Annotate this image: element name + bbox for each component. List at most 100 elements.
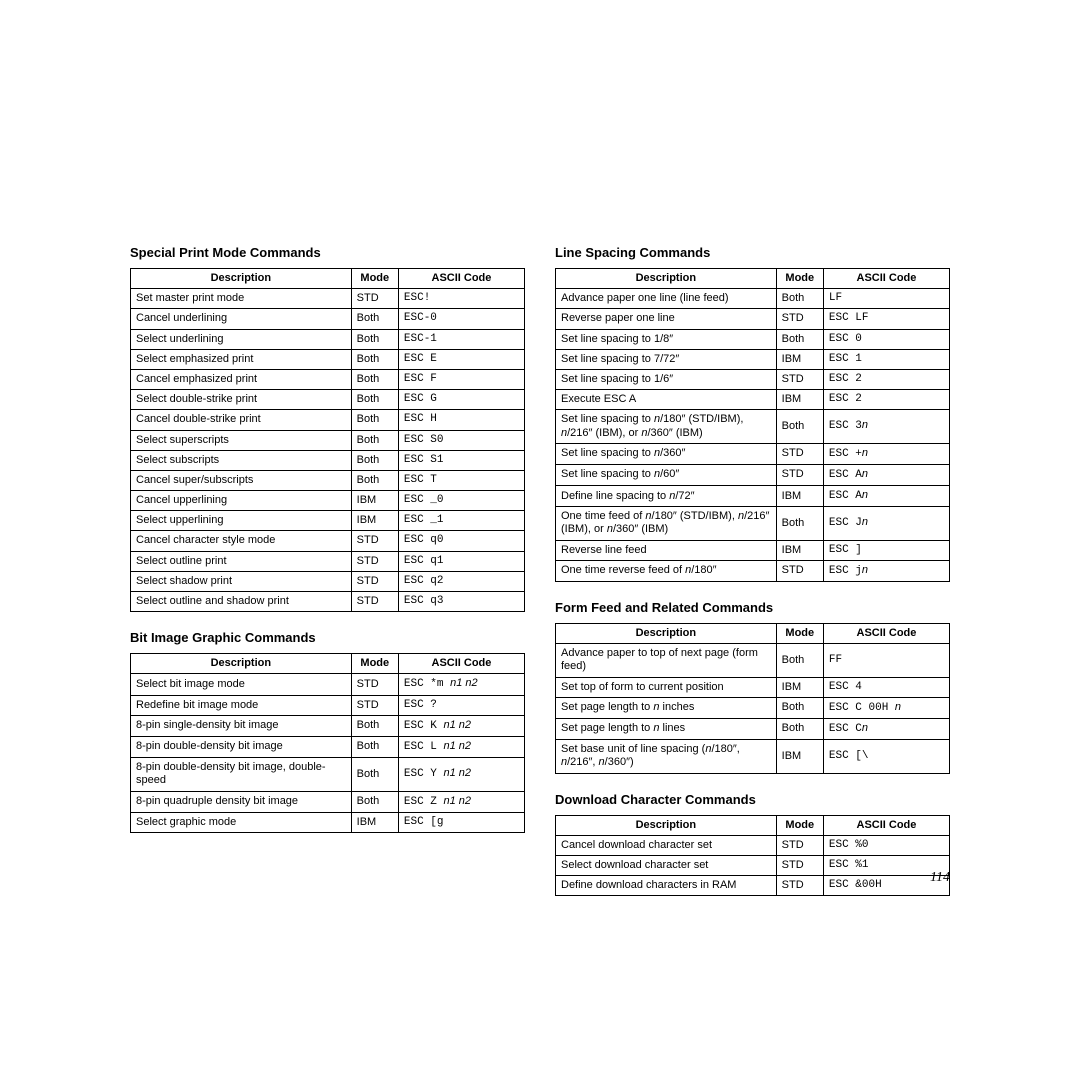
cell-description: Cancel character style mode bbox=[131, 531, 352, 551]
cell-ascii-code: ESC C 00H n bbox=[823, 697, 949, 718]
table-row: Cancel underliningBothESC-0 bbox=[131, 309, 525, 329]
cell-mode: Both bbox=[351, 450, 398, 470]
cell-ascii-code: ESC [\ bbox=[823, 740, 949, 773]
cell-mode: STD bbox=[351, 551, 398, 571]
table-row: Cancel upperliningIBMESC _0 bbox=[131, 491, 525, 511]
cell-mode: Both bbox=[351, 430, 398, 450]
table-row: Advance paper one line (line feed)BothLF bbox=[556, 289, 950, 309]
cell-mode: Both bbox=[351, 349, 398, 369]
table-row: Define line spacing to n/72″IBMESC An bbox=[556, 486, 950, 507]
cell-description: 8-pin single-density bit image bbox=[131, 715, 352, 736]
table-row: 8-pin double-density bit image, double-s… bbox=[131, 758, 525, 791]
cell-ascii-code: ESC Jn bbox=[823, 507, 949, 540]
cell-mode: Both bbox=[776, 507, 823, 540]
cell-description: Cancel emphasized print bbox=[131, 369, 352, 389]
cell-description: Cancel upperlining bbox=[131, 491, 352, 511]
cell-mode: STD bbox=[776, 464, 823, 485]
cell-description: Select outline and shadow print bbox=[131, 592, 352, 612]
cell-description: Set line spacing to n/360″ bbox=[556, 443, 777, 464]
cell-description: Select bit image mode bbox=[131, 674, 352, 695]
col-header-desc: Description bbox=[131, 269, 352, 289]
col-header-code: ASCII Code bbox=[823, 815, 949, 835]
cell-ascii-code: ESC q2 bbox=[398, 571, 524, 591]
cell-ascii-code: ESC 2 bbox=[823, 369, 949, 389]
table-row: Set page length to n inchesBothESC C 00H… bbox=[556, 697, 950, 718]
cell-ascii-code: ESC-0 bbox=[398, 309, 524, 329]
cell-mode: STD bbox=[776, 560, 823, 581]
cell-mode: STD bbox=[776, 835, 823, 855]
table-row: Cancel character style modeSTDESC q0 bbox=[131, 531, 525, 551]
cell-ascii-code: ESC Y n1 n2 bbox=[398, 758, 524, 791]
table-row: Set line spacing to 1/8″BothESC 0 bbox=[556, 329, 950, 349]
cell-ascii-code: ESC E bbox=[398, 349, 524, 369]
cell-ascii-code: ESC LF bbox=[823, 309, 949, 329]
cell-description: 8-pin double-density bit image, double-s… bbox=[131, 758, 352, 791]
cell-ascii-code: ESC _1 bbox=[398, 511, 524, 531]
table-row: Select double-strike printBothESC G bbox=[131, 390, 525, 410]
cell-mode: Both bbox=[776, 410, 823, 443]
table-row: Cancel download character setSTDESC %0 bbox=[556, 835, 950, 855]
cell-ascii-code: ESC F bbox=[398, 369, 524, 389]
cell-description: Set line spacing to 7/72″ bbox=[556, 349, 777, 369]
cell-mode: Both bbox=[351, 390, 398, 410]
table-row: 8-pin double-density bit imageBothESC L … bbox=[131, 736, 525, 757]
cell-ascii-code: ESC q3 bbox=[398, 592, 524, 612]
cell-description: Redefine bit image mode bbox=[131, 695, 352, 715]
cell-description: Execute ESC A bbox=[556, 390, 777, 410]
cell-ascii-code: ESC %0 bbox=[823, 835, 949, 855]
col-header-code: ASCII Code bbox=[398, 654, 524, 674]
cell-ascii-code: LF bbox=[823, 289, 949, 309]
cell-description: Select superscripts bbox=[131, 430, 352, 450]
cell-mode: IBM bbox=[776, 349, 823, 369]
cell-description: Set line spacing to n/180″ (STD/IBM), n/… bbox=[556, 410, 777, 443]
cell-ascii-code: ESC _0 bbox=[398, 491, 524, 511]
table-bit-image: Description Mode ASCII Code Select bit i… bbox=[130, 653, 525, 833]
cell-description: Define line spacing to n/72″ bbox=[556, 486, 777, 507]
col-header-mode: Mode bbox=[776, 815, 823, 835]
table-row: Select download character setSTDESC %1 bbox=[556, 855, 950, 875]
cell-ascii-code: ESC An bbox=[823, 464, 949, 485]
cell-description: Set top of form to current position bbox=[556, 677, 777, 697]
cell-ascii-code: FF bbox=[823, 644, 949, 677]
cell-mode: STD bbox=[776, 855, 823, 875]
left-column: Special Print Mode Commands Description … bbox=[130, 245, 525, 1080]
table-form-feed: Description Mode ASCII Code Advance pape… bbox=[555, 623, 950, 774]
cell-description: Advance paper to top of next page (form … bbox=[556, 644, 777, 677]
cell-ascii-code: ESC 1 bbox=[823, 349, 949, 369]
table-row: Set line spacing to n/360″STDESC +n bbox=[556, 443, 950, 464]
cell-ascii-code: ESC Cn bbox=[823, 718, 949, 739]
cell-mode: STD bbox=[351, 289, 398, 309]
cell-mode: IBM bbox=[351, 491, 398, 511]
cell-ascii-code: ESC 0 bbox=[823, 329, 949, 349]
cell-description: Set page length to n inches bbox=[556, 697, 777, 718]
cell-ascii-code: ESC jn bbox=[823, 560, 949, 581]
cell-mode: Both bbox=[776, 289, 823, 309]
table-row: Set top of form to current positionIBMES… bbox=[556, 677, 950, 697]
table-row: Set line spacing to n/60″STDESC An bbox=[556, 464, 950, 485]
cell-mode: STD bbox=[776, 876, 823, 896]
cell-mode: Both bbox=[776, 718, 823, 739]
table-row: Redefine bit image modeSTDESC ? bbox=[131, 695, 525, 715]
table-row: Select graphic modeIBMESC [g bbox=[131, 812, 525, 832]
table-row: Select subscriptsBothESC S1 bbox=[131, 450, 525, 470]
cell-description: Select shadow print bbox=[131, 571, 352, 591]
cell-ascii-code: ESC [g bbox=[398, 812, 524, 832]
col-header-desc: Description bbox=[556, 269, 777, 289]
cell-description: Set base unit of line spacing (n/180″, n… bbox=[556, 740, 777, 773]
cell-mode: STD bbox=[776, 369, 823, 389]
table-row: Select emphasized printBothESC E bbox=[131, 349, 525, 369]
cell-mode: STD bbox=[776, 309, 823, 329]
cell-ascii-code: ESC 4 bbox=[823, 677, 949, 697]
table-row: One time reverse feed of n/180″STDESC jn bbox=[556, 560, 950, 581]
cell-description: Select outline print bbox=[131, 551, 352, 571]
col-header-code: ASCII Code bbox=[398, 269, 524, 289]
table-row: Set line spacing to 1/6″STDESC 2 bbox=[556, 369, 950, 389]
col-header-desc: Description bbox=[131, 654, 352, 674]
table-row: Select outline printSTDESC q1 bbox=[131, 551, 525, 571]
page-number: 114 bbox=[930, 870, 950, 886]
cell-description: 8-pin quadruple density bit image bbox=[131, 791, 352, 812]
cell-mode: Both bbox=[776, 697, 823, 718]
section-title-special: Special Print Mode Commands bbox=[130, 245, 525, 260]
cell-description: 8-pin double-density bit image bbox=[131, 736, 352, 757]
table-row: Execute ESC AIBMESC 2 bbox=[556, 390, 950, 410]
